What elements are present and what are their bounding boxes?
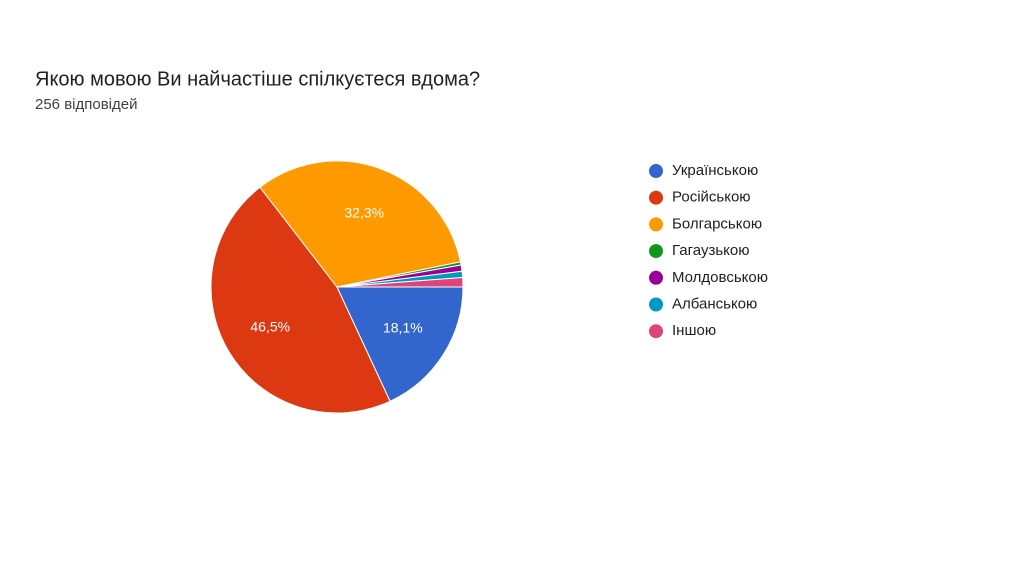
legend-label: Албанською bbox=[672, 295, 757, 312]
legend-marker bbox=[649, 244, 663, 259]
legend-marker bbox=[649, 270, 663, 285]
value-label: 32,3% bbox=[344, 204, 384, 220]
pie-slice bbox=[210, 186, 391, 414]
legend-label: Гагаузькою bbox=[672, 242, 749, 259]
value-label: 46,5% bbox=[250, 318, 290, 334]
legend-marker bbox=[649, 164, 663, 178]
pie-slice bbox=[259, 160, 462, 288]
legend-label: Молдовською bbox=[672, 269, 768, 286]
legend-marker bbox=[649, 217, 663, 232]
legend-label: Іншою bbox=[672, 322, 716, 339]
legend-label: Болгарською bbox=[672, 215, 762, 232]
legend-label: Українською bbox=[672, 162, 758, 179]
value-label: 18,1% bbox=[383, 320, 423, 336]
chart-subtitle: 256 відповідей bbox=[35, 96, 138, 113]
pie-slice bbox=[336, 276, 464, 288]
legend-marker bbox=[649, 190, 663, 205]
legend-label: Російською bbox=[672, 189, 751, 206]
legend-marker bbox=[649, 324, 663, 339]
legend-marker bbox=[649, 297, 663, 312]
pie-slice bbox=[336, 286, 464, 402]
chart-title: Якою мовою Ви найчастіше спілкуєтеся вдо… bbox=[35, 68, 480, 90]
